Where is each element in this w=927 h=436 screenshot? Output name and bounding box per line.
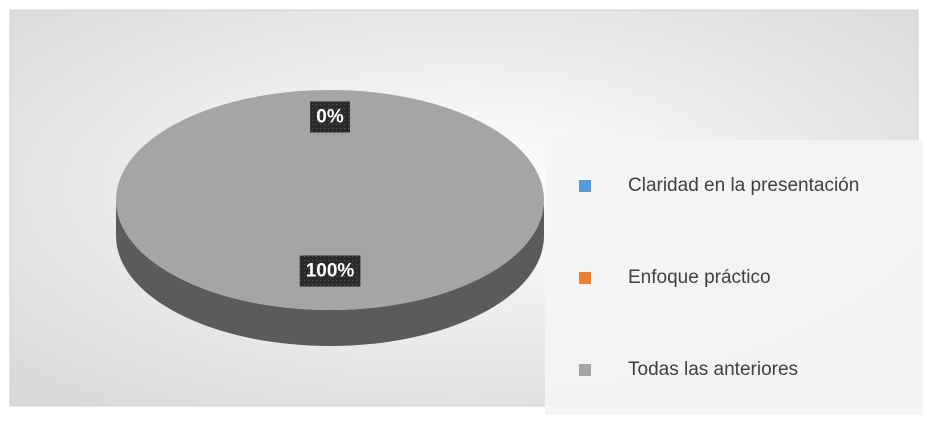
legend-label: Claridad en la presentación (628, 175, 859, 196)
data-label-box (299, 255, 361, 287)
legend-label: Enfoque práctico (628, 267, 771, 288)
data-label-box (310, 101, 350, 133)
data-label: 100% (299, 255, 361, 287)
pie-slice (116, 90, 544, 310)
data-label-text: 100% (306, 261, 355, 282)
pie-side (116, 200, 544, 346)
data-labels: 0%0%100% (299, 101, 361, 287)
legend-swatch (579, 180, 591, 192)
legend-swatch (579, 364, 591, 376)
pie (116, 90, 544, 346)
data-label-text: 0% (316, 107, 344, 128)
legend-label: Todas las anteriores (628, 359, 798, 380)
data-label: 0% (310, 101, 350, 133)
legend-box (545, 140, 923, 415)
legend-swatch (579, 272, 591, 284)
legend: Claridad en la presentación Enfoque práct… (579, 175, 859, 380)
